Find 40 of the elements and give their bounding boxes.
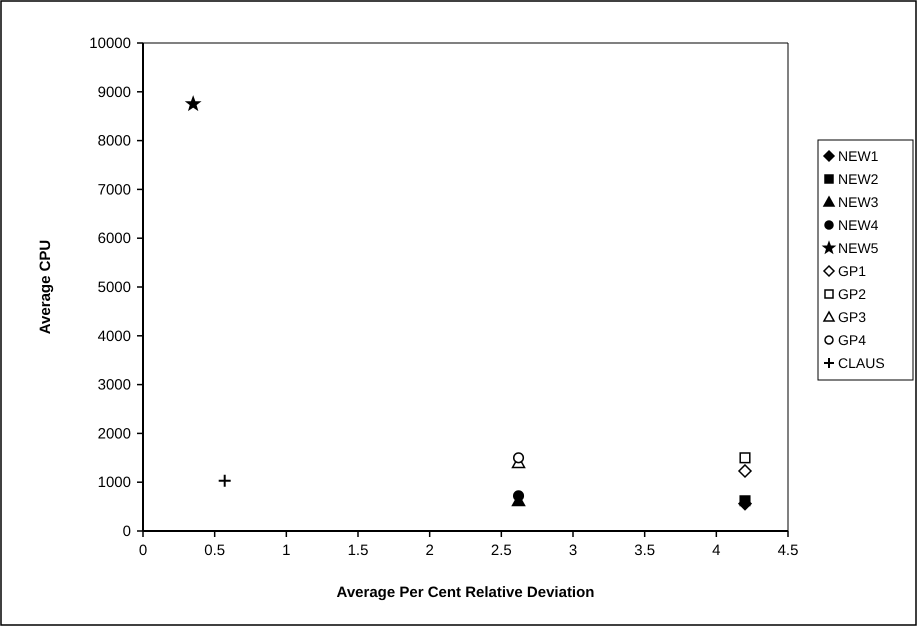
x-tick-label: 4: [712, 542, 721, 559]
legend-label: NEW2: [838, 171, 879, 187]
x-tick-label: 3.5: [634, 542, 656, 559]
y-tick-label: 10000: [89, 35, 131, 52]
x-tick-label: 2: [425, 542, 434, 559]
x-tick-label: 4.5: [778, 542, 798, 559]
y-tick-label: 8000: [98, 132, 131, 150]
x-tick-label: 3: [568, 542, 578, 559]
y-tick-label: 9000: [98, 84, 131, 101]
y-axis-title: Average CPU: [37, 240, 54, 334]
legend-label: GP1: [838, 263, 866, 279]
legend-label: NEW5: [838, 240, 879, 256]
y-tick-label: 5000: [98, 279, 131, 296]
legend-label: NEW1: [838, 148, 879, 164]
y-tick-label: 3000: [98, 376, 131, 394]
legend-label: CLAUS: [838, 355, 885, 371]
x-tick-label: 1: [282, 542, 291, 559]
point: [512, 452, 524, 464]
point: [512, 490, 524, 502]
y-tick-label: 1000: [98, 474, 131, 492]
point: [739, 452, 751, 464]
y-tick-label: 7000: [98, 181, 131, 198]
x-tick-label: 0: [138, 542, 148, 559]
point: [218, 474, 232, 488]
y-tick-label: 6000: [98, 230, 131, 248]
point: [738, 464, 752, 478]
x-tick-label: 1.5: [348, 542, 368, 559]
x-tick-label: 2.5: [490, 542, 512, 559]
legend-label: GP2: [838, 286, 866, 302]
legend-label: GP3: [838, 309, 866, 325]
legend-label: NEW3: [838, 194, 879, 210]
y-tick-label: 2000: [98, 425, 131, 442]
x-axis-title: Average Per Cent Relative Deviation: [336, 584, 594, 601]
y-tick-label: 4000: [98, 328, 131, 345]
point: [739, 495, 751, 506]
y-tick-label: 0: [122, 523, 131, 540]
legend-label: GP4: [838, 332, 866, 348]
point: [186, 96, 200, 110]
x-tick-label: 0.5: [204, 542, 226, 559]
legend-label: NEW4: [838, 217, 879, 233]
